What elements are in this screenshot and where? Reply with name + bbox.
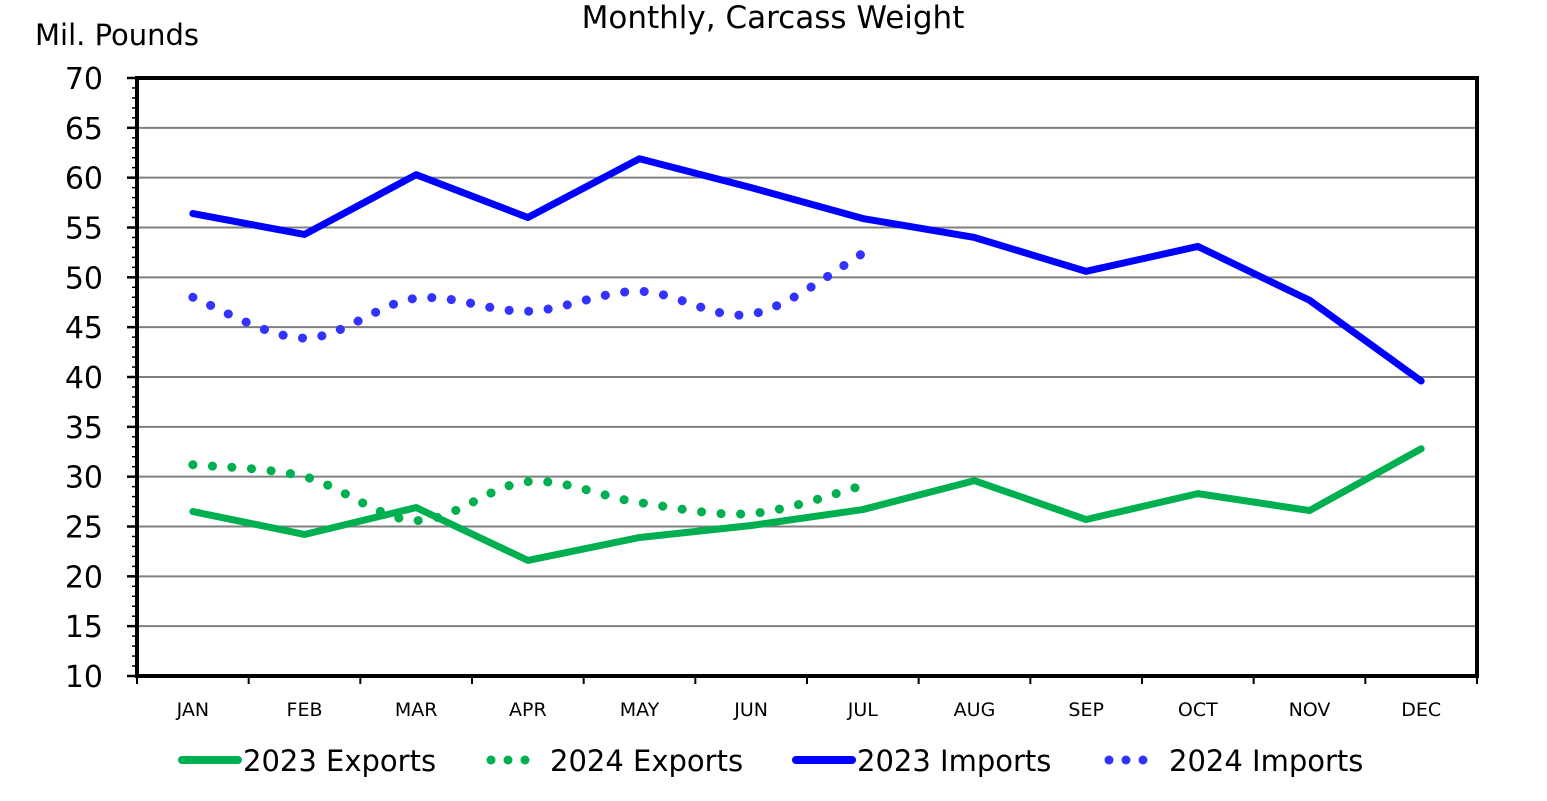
y-tick-label: 15 (65, 610, 103, 645)
legend-swatch-2024-exports (486, 755, 496, 765)
x-tick-label: JAN (176, 699, 209, 721)
y-tick-label: 40 (65, 361, 103, 396)
y-tick-label: 45 (65, 311, 103, 346)
y-tick-label: 60 (65, 162, 103, 197)
y-tick-label: 20 (65, 560, 103, 595)
plot-frame (135, 76, 1479, 678)
chart-title: Monthly, Carcass Weight (582, 0, 965, 36)
x-tick-label: NOV (1289, 699, 1331, 721)
legend-swatch-2024-imports (1104, 755, 1114, 765)
y-tick-label: 65 (65, 112, 103, 147)
x-tick-label: FEB (287, 699, 323, 721)
legend-label-2023-imports: 2023 Imports (857, 744, 1051, 778)
legend-label-2023-exports: 2023 Exports (243, 744, 436, 778)
series-group (188, 155, 1425, 564)
legend-swatch-2024-exports (503, 755, 513, 765)
y-axis-label: Mil. Pounds (35, 18, 199, 52)
x-tick-label: MAR (395, 699, 438, 721)
x-tick-label: JUN (733, 699, 768, 721)
gridlines (137, 126, 1477, 628)
legend-swatch-2024-imports (1138, 755, 1148, 765)
x-tick-label: AUG (954, 699, 996, 721)
y-tick-label: 25 (65, 511, 103, 546)
legend-swatch-2024-exports (520, 755, 530, 765)
legend-label-2024-imports: 2024 Imports (1169, 744, 1363, 778)
legend-label-2024-exports: 2024 Exports (550, 744, 743, 778)
x-axis-ticks: JAN FEB MAR APR MAY JUN JUL AUG SEP OCT NOV DEC (136, 676, 1478, 721)
y-tick-label: 55 (65, 212, 103, 247)
legend-swatch-2024-imports (1121, 755, 1131, 765)
y-tick-label: 35 (65, 411, 103, 446)
y-tick-label: 50 (65, 261, 103, 296)
series-line-2024-imports (188, 248, 868, 343)
x-tick-label: APR (509, 699, 547, 721)
series-line-2024-exports (188, 460, 868, 526)
x-tick-label: OCT (1178, 699, 1218, 721)
x-tick-label: JUL (847, 699, 879, 721)
series-line-2023-imports (189, 155, 1425, 385)
legend: 2023 Exports 2024 Exports 2023 Imports 2024… (178, 744, 1363, 778)
y-tick-label: 30 (65, 461, 103, 496)
x-tick-label: DEC (1401, 699, 1441, 721)
series-line-2023-exports (189, 445, 1425, 564)
y-tick-label: 70 (65, 62, 103, 97)
x-tick-label: SEP (1068, 699, 1104, 721)
x-tick-label: MAY (620, 699, 660, 721)
y-tick-label: 10 (65, 660, 103, 695)
y-axis-ticks: 10 15 20 25 30 35 40 45 50 55 60 65 70 (65, 62, 137, 695)
